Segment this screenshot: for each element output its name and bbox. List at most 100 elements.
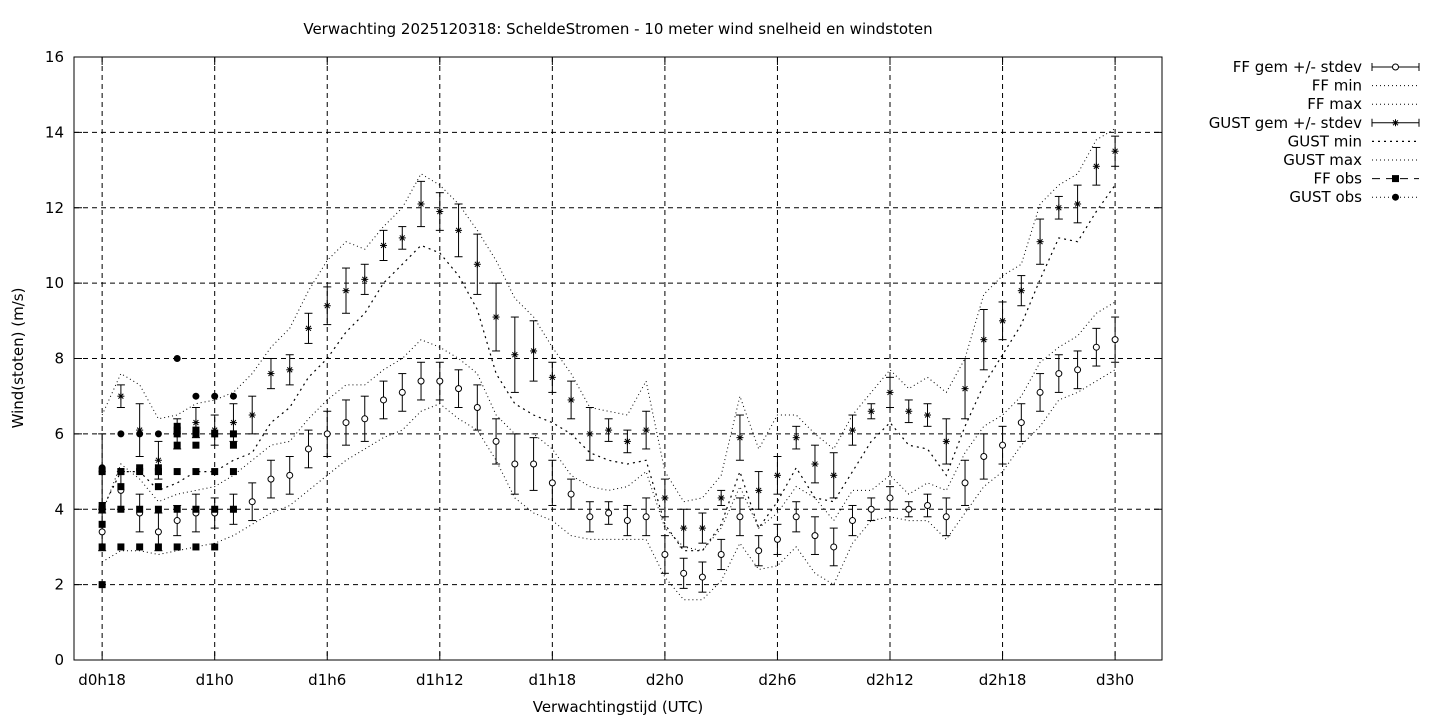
gust-obs-point <box>211 430 219 438</box>
legend-key <box>1371 118 1420 127</box>
star-stroke <box>999 318 1006 324</box>
ff-mean-point <box>530 460 538 468</box>
gust-mean-point <box>980 336 988 344</box>
gust-mean-point <box>1092 162 1100 170</box>
star-stroke <box>493 314 499 320</box>
ff-mean-point <box>698 573 706 581</box>
gust-mean-point <box>117 392 125 400</box>
gust-mean-point <box>736 434 744 442</box>
ff-mean-point <box>1055 370 1063 378</box>
legend-label: FF max <box>1307 95 1362 113</box>
x-tick-label: d2h18 <box>979 671 1027 689</box>
ff-obs-point <box>136 468 144 476</box>
legend-key <box>1372 175 1419 183</box>
star-stroke <box>849 427 856 433</box>
ff-obs-point <box>98 543 106 551</box>
ff-mean-point <box>792 513 800 521</box>
star-stroke <box>887 389 893 396</box>
ff-mean-point <box>1092 343 1100 351</box>
legend-label: FF obs <box>1313 170 1362 188</box>
gust-obs-point <box>154 430 162 438</box>
star-stroke <box>1074 201 1081 207</box>
ff-mean-point <box>567 490 575 498</box>
ff-mean-point <box>867 505 875 513</box>
ff-mean-point <box>1017 419 1025 427</box>
y-tick-label: 12 <box>45 199 64 217</box>
ff-obs-point <box>192 543 200 551</box>
star-stroke <box>1018 287 1025 294</box>
gust-obs-point <box>98 464 106 472</box>
ff-mean-point <box>342 419 350 427</box>
ff-mean-point <box>623 517 631 525</box>
ff-obs-point <box>211 505 219 513</box>
ff-mean-point <box>473 403 481 411</box>
legend-key-marker <box>1392 119 1399 127</box>
star-stroke <box>699 525 706 531</box>
chart-title: Verwachting 2025120318: ScheldeStromen -… <box>303 20 932 38</box>
gust-mean-point <box>323 302 331 310</box>
y-tick-label: 0 <box>54 651 64 669</box>
star-stroke <box>737 434 743 441</box>
gust-mean-point <box>380 241 388 249</box>
ff-mean-point <box>173 517 181 525</box>
y-tick-label: 8 <box>54 350 64 368</box>
gust-mean-point <box>530 347 538 355</box>
ff-obs-point <box>229 505 237 513</box>
star-stroke <box>193 419 199 426</box>
star-stroke <box>268 370 274 377</box>
gust-mean-point <box>867 407 875 415</box>
ff-mean-point <box>886 494 894 502</box>
gust-mean-point <box>1055 204 1063 212</box>
star-stroke <box>230 419 237 426</box>
star-stroke <box>474 261 481 268</box>
gust-mean-point <box>680 524 688 532</box>
gust-obs-point <box>173 430 181 438</box>
ff-obs-point <box>173 505 181 513</box>
gust-mean-point <box>586 430 594 438</box>
ff-mean-point <box>999 441 1007 449</box>
star-stroke <box>249 412 256 418</box>
star-stroke <box>286 367 293 373</box>
legend-key <box>1371 63 1420 71</box>
ff-mean-point <box>811 532 819 540</box>
legend-key-marker <box>1392 63 1399 71</box>
gust-mean-point <box>717 494 725 502</box>
legend-label: GUST gem +/- stdev <box>1209 114 1362 132</box>
ff-obs-point <box>98 501 106 509</box>
x-tick-label: d2h0 <box>646 671 684 689</box>
ff-obs-point <box>154 505 162 513</box>
legend-label: GUST min <box>1288 132 1362 150</box>
ff-obs-point <box>154 483 162 491</box>
ff-mean-point <box>1036 388 1044 396</box>
gust-mean-point <box>605 426 613 434</box>
x-axis-title: Verwachtingstijd (UTC) <box>533 698 704 716</box>
star-stroke <box>962 385 968 392</box>
gust-mean-point <box>154 456 162 464</box>
ff-obs-point <box>117 483 125 491</box>
ff-mean-point <box>323 430 331 438</box>
star-stroke <box>755 487 762 494</box>
star-stroke <box>868 408 875 415</box>
min-max-lines <box>101 128 1116 601</box>
legend-key-marker <box>1392 193 1399 201</box>
ff-mean-point <box>773 535 781 543</box>
gust-mean-point <box>492 313 500 321</box>
gust-obs-point <box>173 355 181 362</box>
ff-mean-point <box>848 517 856 525</box>
axis-ticks <box>74 56 1162 661</box>
gust-mean-point <box>548 373 556 381</box>
gust-mean-point <box>304 324 312 332</box>
gust-mean-point <box>755 486 763 494</box>
gust-mean-point <box>661 494 669 502</box>
observation-points <box>98 355 237 589</box>
ff-obs-point <box>192 468 200 476</box>
gust-mean-point <box>848 426 856 434</box>
y-tick-label: 10 <box>45 274 64 292</box>
gust-mean-point <box>1111 147 1119 155</box>
ff-mean-point <box>286 471 294 479</box>
star-stroke <box>718 495 724 501</box>
ff-mean-point <box>586 513 594 521</box>
ff-mean-point <box>642 513 650 521</box>
star-stroke <box>1093 163 1100 170</box>
